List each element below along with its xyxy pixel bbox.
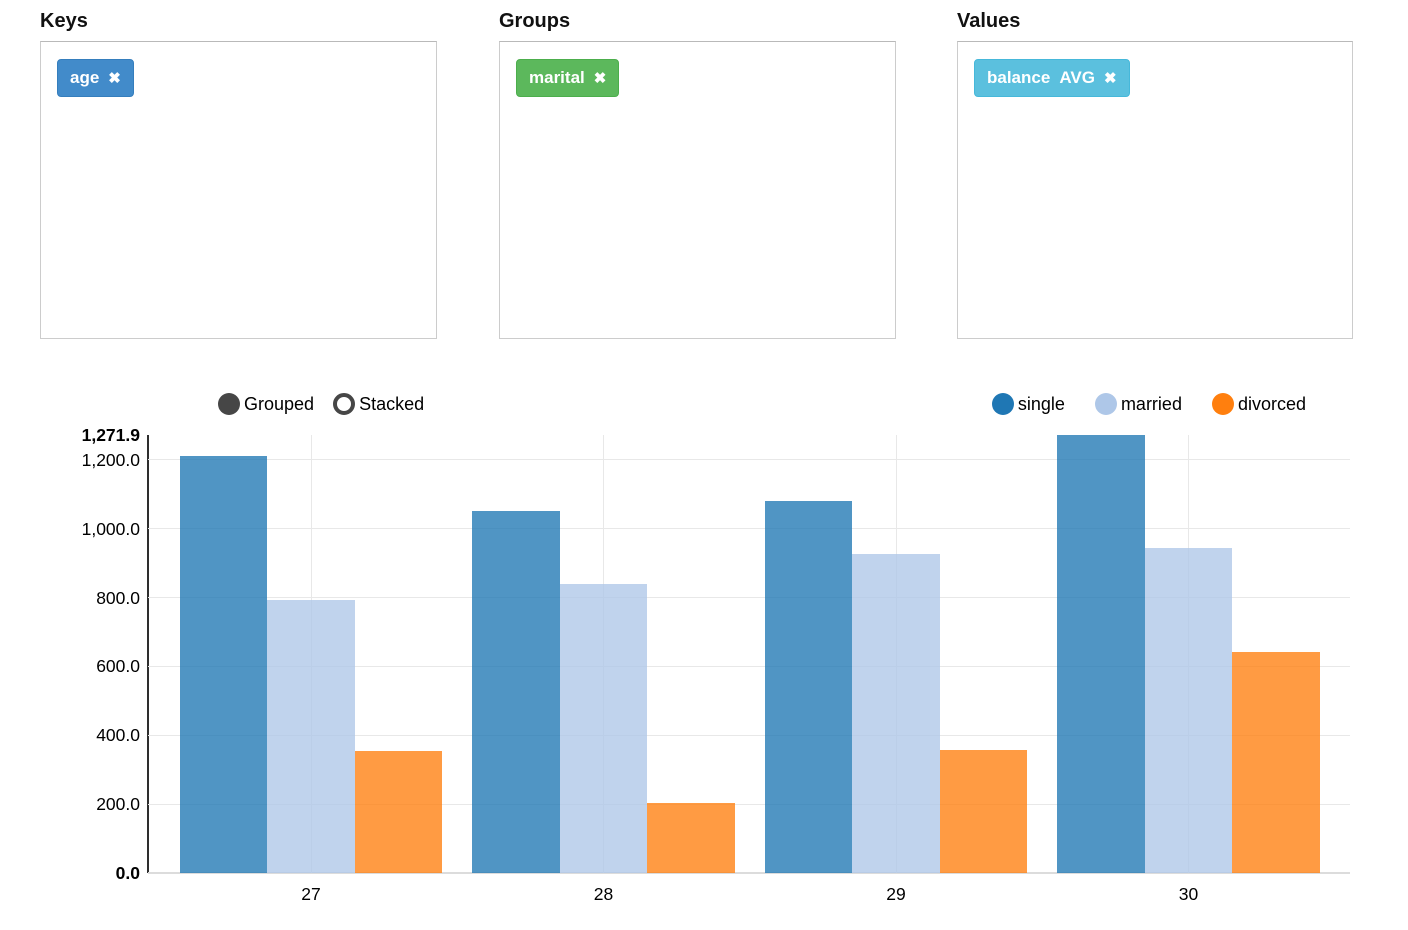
x-axis-tick-label: 27 bbox=[301, 884, 321, 904]
legend-item-divorced[interactable]: divorced bbox=[1211, 393, 1306, 415]
legend-swatch-married[interactable] bbox=[1094, 393, 1117, 415]
keys-panel-title: Keys bbox=[40, 10, 88, 32]
y-gridline bbox=[148, 459, 1350, 461]
remove-icon[interactable]: ✖ bbox=[1103, 69, 1117, 87]
y-axis-tick-label: 600.0 bbox=[96, 656, 140, 677]
y-axis-tick-label: 1,271.9 bbox=[81, 425, 140, 445]
key-tag-age[interactable]: age ✖ bbox=[57, 59, 134, 97]
y-axis-tick-label: 1,200.0 bbox=[81, 449, 140, 470]
value-tag-balance-avg[interactable]: balance AVG ✖ bbox=[974, 59, 1130, 97]
y-axis-line bbox=[147, 435, 149, 873]
value-tag-label: balance AVG bbox=[987, 68, 1095, 87]
y-gridline bbox=[148, 665, 1350, 667]
x-axis-line bbox=[148, 872, 1350, 874]
legend-swatch-single[interactable] bbox=[991, 393, 1014, 415]
series-legend: single married divorced bbox=[991, 393, 1306, 415]
grouped-radio[interactable]: Grouped bbox=[218, 393, 314, 415]
keys-dropzone[interactable]: age ✖ bbox=[40, 41, 437, 339]
group-tag-marital[interactable]: marital ✖ bbox=[516, 59, 620, 97]
remove-icon[interactable]: ✖ bbox=[108, 69, 121, 87]
bar-single-28[interactable] bbox=[472, 511, 560, 873]
legend-item-single[interactable]: single bbox=[991, 393, 1065, 415]
radio-selected-icon[interactable] bbox=[218, 393, 240, 415]
y-gridline bbox=[148, 528, 1350, 530]
bar-divorced-29[interactable] bbox=[939, 750, 1028, 873]
y-axis-tick-label: 400.0 bbox=[96, 725, 140, 746]
bar-married-28[interactable] bbox=[559, 584, 648, 873]
groups-panel: Groups marital ✖ bbox=[499, 10, 896, 339]
legend-item-married[interactable]: married bbox=[1094, 393, 1182, 415]
y-axis-tick-label: 0.0 bbox=[115, 863, 140, 883]
chart-mode-toggle: Grouped Stacked bbox=[218, 393, 424, 415]
bar-divorced-27[interactable] bbox=[354, 751, 443, 873]
legend-label-single: single bbox=[1017, 393, 1065, 414]
stacked-radio-label: Stacked bbox=[359, 393, 425, 414]
x-axis-tick-label: 28 bbox=[593, 884, 614, 904]
y-gridline bbox=[148, 597, 1350, 598]
grouped-radio-label: Grouped bbox=[244, 393, 315, 414]
bar-single-30[interactable] bbox=[1057, 435, 1145, 873]
groups-dropzone[interactable]: marital ✖ bbox=[499, 41, 896, 339]
stacked-radio[interactable]: Stacked bbox=[333, 393, 424, 415]
y-axis-tick-label: 1,000.0 bbox=[81, 518, 140, 539]
groups-panel-title: Groups bbox=[499, 10, 571, 32]
bar-single-29[interactable] bbox=[764, 501, 853, 873]
y-gridline bbox=[148, 803, 1350, 805]
bar-divorced-28[interactable] bbox=[647, 802, 735, 873]
legend-label-married: married bbox=[1120, 393, 1182, 414]
radio-unselected-icon[interactable] bbox=[333, 393, 356, 415]
values-dropzone[interactable]: balance AVG ✖ bbox=[957, 41, 1353, 339]
x-axis-tick-label: 29 bbox=[886, 884, 906, 904]
remove-icon[interactable]: ✖ bbox=[593, 69, 607, 87]
legend-swatch-divorced[interactable] bbox=[1211, 393, 1234, 415]
values-panel: Values balance AVG ✖ bbox=[957, 10, 1353, 339]
y-axis-tick-label: 200.0 bbox=[96, 794, 140, 815]
bar-single-27[interactable] bbox=[179, 456, 268, 873]
y-gridline bbox=[148, 734, 1350, 736]
bar-divorced-30[interactable] bbox=[1232, 652, 1320, 873]
values-panel-title: Values bbox=[957, 10, 1021, 32]
bar-married-29[interactable] bbox=[852, 554, 940, 873]
keys-panel: Keys age ✖ bbox=[40, 10, 437, 339]
x-axis-tick-label: 30 bbox=[1178, 884, 1199, 904]
bar-married-30[interactable] bbox=[1144, 547, 1233, 873]
y-axis-tick-label: 800.0 bbox=[96, 587, 140, 608]
key-tag-label: age bbox=[70, 68, 100, 87]
group-tag-label: marital bbox=[529, 68, 585, 87]
bar-married-27[interactable] bbox=[267, 600, 355, 873]
legend-label-divorced: divorced bbox=[1237, 393, 1306, 414]
